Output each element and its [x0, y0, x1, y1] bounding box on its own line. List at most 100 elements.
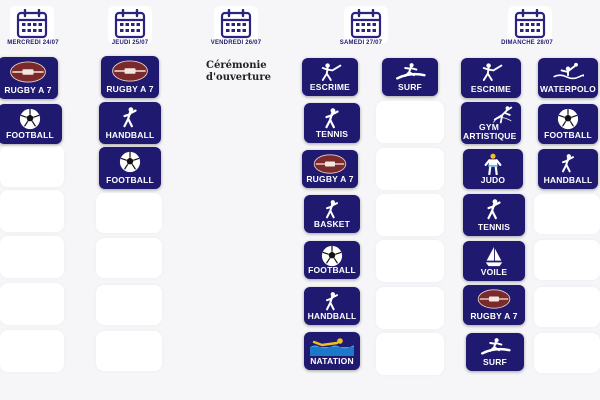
event-tile-rugby[interactable]: RUGBY A 7 [463, 285, 525, 325]
event-tile-tennis[interactable]: TENNIS [463, 194, 525, 236]
swimmer-icon [310, 336, 354, 356]
event-tile-rugby[interactable]: RUGBY A 7 [0, 57, 58, 99]
tennis-player-icon [483, 198, 505, 220]
event-tile-basket[interactable]: BASKET [304, 195, 360, 233]
empty-slot [0, 330, 64, 372]
empty-slot [534, 287, 600, 327]
empty-slot [0, 190, 64, 232]
day-label: MERCREDI 24/07 [7, 40, 59, 46]
day-column-friday: VENDREDI 26/07 Cérémonie d'ouverture [196, 0, 276, 400]
empty-slot [96, 238, 162, 278]
rugby-ball-icon [476, 289, 512, 309]
sport-label: RUGBY A 7 [470, 311, 518, 321]
calendar-icon [114, 9, 146, 39]
event-tile-rugby[interactable]: RUGBY A 7 [302, 150, 358, 188]
sport-label: RUGBY A 7 [306, 174, 354, 184]
empty-slot [376, 194, 444, 236]
sport-label: ESCRIME [309, 82, 351, 92]
soccer-ball-icon [321, 245, 343, 267]
soccer-ball-icon [119, 151, 141, 173]
sport-label: RUGBY A 7 [106, 84, 154, 94]
calendar-box [10, 6, 54, 44]
sport-label: FOOTBALL [308, 265, 356, 275]
fencer-icon [318, 62, 342, 82]
calendar-icon [514, 9, 546, 39]
calendar-box [508, 6, 552, 44]
event-tile-football[interactable]: FOOTBALL [538, 104, 598, 144]
event-tile-football[interactable]: FOOTBALL [0, 104, 62, 144]
empty-slot [0, 236, 64, 278]
event-tile-handball[interactable]: HANDBALL [304, 287, 360, 325]
rugby-ball-icon [9, 61, 47, 83]
sport-label: ESCRIME [470, 84, 512, 94]
day-label: DIMANCHE 28/07 [501, 40, 553, 46]
calendar-icon [350, 9, 382, 39]
judoka-icon [482, 153, 504, 175]
empty-slot [534, 194, 600, 234]
event-tile-football[interactable]: FOOTBALL [304, 241, 360, 279]
empty-slot [534, 333, 600, 373]
empty-slot [376, 148, 444, 190]
event-tile-swimming[interactable]: NATATION [304, 332, 360, 370]
soccer-ball-icon [557, 108, 579, 130]
sport-label: FOOTBALL [544, 130, 592, 140]
event-tile-fencing[interactable]: ESCRIME [461, 58, 521, 98]
day-column-saturday: SAMEDI 27/07 ESCRIME SURF TENNIS RUGBY A… [296, 0, 446, 400]
handball-player-icon [557, 153, 579, 173]
rugby-ball-icon [111, 60, 149, 82]
empty-slot [0, 145, 64, 187]
sailboat-icon [483, 245, 505, 267]
calendar-box [344, 6, 388, 44]
empty-slot [376, 101, 444, 143]
empty-slot [96, 193, 162, 233]
event-tile-sailing[interactable]: VOILE [463, 241, 525, 281]
day-label: JEUDI 25/07 [111, 40, 149, 46]
opening-ceremony-text: Cérémonie d'ouverture [206, 60, 271, 83]
empty-slot [376, 333, 444, 375]
soccer-ball-icon [19, 108, 41, 130]
day-column-sunday: DIMANCHE 28/07 ESCRIME WATERPOLO GYM ART… [458, 0, 600, 400]
sport-label: WATERPOLO [540, 84, 596, 94]
sport-label: SURF [483, 357, 507, 367]
sport-label: BASKET [313, 219, 351, 229]
event-tile-fencing[interactable]: ESCRIME [302, 58, 358, 96]
calendar-box [214, 6, 258, 44]
empty-slot [0, 283, 64, 325]
event-tile-judo[interactable]: JUDO [463, 149, 523, 189]
event-tile-waterpolo[interactable]: WATERPOLO [538, 58, 598, 98]
event-tile-surf[interactable]: SURF [382, 58, 438, 96]
sport-label: HANDBALL [543, 175, 593, 185]
day-label: VENDREDI 26/07 [210, 40, 262, 46]
rugby-ball-icon [312, 154, 348, 174]
sport-label: HANDBALL [105, 130, 155, 140]
sport-label: JUDO [480, 175, 506, 185]
day-column-wednesday: MERCREDI 24/07 RUGBY A 7 FOOTBALL [0, 0, 70, 400]
event-tile-handball[interactable]: HANDBALL [99, 102, 161, 144]
surfer-icon [479, 337, 511, 357]
day-label: SAMEDI 27/07 [339, 40, 383, 46]
waterpolo-icon [552, 62, 584, 82]
surfer-icon [394, 62, 426, 82]
sport-label: SURF [398, 82, 422, 92]
empty-slot [534, 240, 600, 280]
event-tile-handball[interactable]: HANDBALL [538, 149, 598, 189]
sport-label: FOOTBALL [106, 175, 154, 185]
event-tile-tennis[interactable]: TENNIS [304, 103, 360, 143]
sport-label: TENNIS [315, 129, 349, 139]
event-tile-gymnastics[interactable]: GYM ARTISTIQUE [461, 102, 521, 144]
sport-label: TENNIS [477, 222, 511, 232]
event-tile-rugby[interactable]: RUGBY A 7 [101, 56, 159, 98]
sport-label: GYM ARTISTIQUE [463, 122, 517, 141]
sport-label: HANDBALL [307, 311, 357, 321]
event-tile-surf[interactable]: SURF [466, 333, 524, 371]
handball-player-icon [119, 106, 141, 128]
tennis-player-icon [321, 107, 343, 129]
day-column-thursday: JEUDI 25/07 RUGBY A 7 HANDBALL FOOTBALL [92, 0, 168, 400]
event-tile-football[interactable]: FOOTBALL [99, 147, 161, 189]
sport-label: FOOTBALL [6, 130, 54, 140]
empty-slot [376, 287, 444, 329]
empty-slot [96, 331, 162, 371]
empty-slot [376, 240, 444, 282]
sport-label: VOILE [480, 267, 508, 277]
calendar-box [108, 6, 152, 44]
